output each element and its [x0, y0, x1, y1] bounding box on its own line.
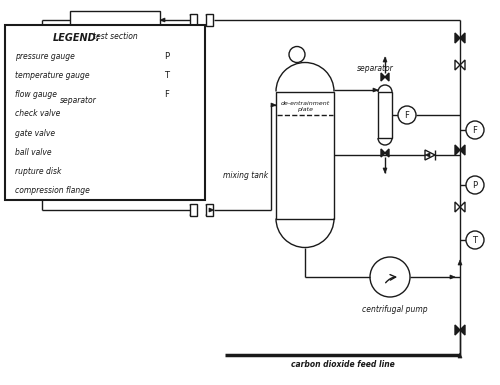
- Circle shape: [159, 49, 175, 65]
- Polygon shape: [383, 168, 387, 173]
- Text: carbon dioxide feed line: carbon dioxide feed line: [290, 360, 395, 369]
- Polygon shape: [458, 260, 462, 265]
- Polygon shape: [460, 145, 465, 155]
- Polygon shape: [460, 33, 465, 43]
- Polygon shape: [458, 353, 462, 358]
- Circle shape: [289, 47, 305, 62]
- Text: T: T: [164, 71, 170, 80]
- Text: separator: separator: [356, 64, 394, 73]
- Bar: [190, 204, 197, 216]
- Polygon shape: [373, 88, 378, 92]
- Text: temperature gauge: temperature gauge: [15, 71, 90, 80]
- Polygon shape: [40, 42, 44, 47]
- Text: F: F: [164, 90, 170, 99]
- Text: separator: separator: [60, 95, 97, 104]
- Polygon shape: [385, 149, 389, 157]
- Bar: [206, 204, 213, 216]
- Text: rupture disk: rupture disk: [15, 167, 62, 176]
- Circle shape: [370, 257, 410, 297]
- Bar: [276, 92, 334, 219]
- Text: ball valve: ball valve: [15, 148, 52, 157]
- Text: P: P: [164, 52, 170, 61]
- Polygon shape: [460, 325, 465, 335]
- Text: gate valve: gate valve: [15, 129, 55, 137]
- Polygon shape: [385, 73, 389, 81]
- Polygon shape: [167, 146, 173, 158]
- Bar: [70, 11, 160, 29]
- Polygon shape: [450, 275, 455, 279]
- Polygon shape: [455, 145, 460, 155]
- Circle shape: [159, 87, 175, 103]
- Text: P: P: [472, 181, 478, 189]
- Polygon shape: [161, 146, 167, 158]
- Circle shape: [159, 68, 175, 84]
- Text: check valve: check valve: [15, 109, 60, 119]
- Polygon shape: [271, 103, 276, 107]
- Bar: [28, 67, 56, 154]
- Polygon shape: [381, 73, 385, 81]
- Bar: [5, 25, 205, 200]
- Polygon shape: [425, 153, 430, 157]
- Polygon shape: [160, 18, 165, 22]
- Polygon shape: [381, 149, 385, 157]
- Circle shape: [466, 121, 484, 139]
- Polygon shape: [455, 33, 460, 43]
- Circle shape: [160, 164, 174, 178]
- Text: LEGEND:: LEGEND:: [53, 33, 101, 43]
- Text: flow gauge: flow gauge: [15, 90, 57, 99]
- Text: centrifugal pump: centrifugal pump: [362, 305, 428, 314]
- Text: de-entrainment
plate: de-entrainment plate: [280, 101, 330, 112]
- Bar: [152, 185, 159, 196]
- Circle shape: [466, 231, 484, 249]
- Polygon shape: [209, 208, 214, 212]
- Bar: [206, 14, 213, 25]
- Bar: [378, 92, 392, 138]
- Polygon shape: [455, 325, 460, 335]
- Circle shape: [398, 106, 416, 124]
- Text: compression flange: compression flange: [15, 186, 90, 195]
- Text: F: F: [404, 110, 409, 119]
- Text: F: F: [472, 126, 478, 134]
- Text: test section: test section: [92, 32, 138, 41]
- Text: mixing tank: mixing tank: [223, 171, 268, 179]
- Circle shape: [466, 176, 484, 194]
- Polygon shape: [383, 57, 387, 62]
- Bar: [190, 14, 197, 25]
- Bar: [168, 185, 175, 196]
- Text: T: T: [472, 236, 478, 244]
- Text: pressure gauge: pressure gauge: [15, 52, 75, 61]
